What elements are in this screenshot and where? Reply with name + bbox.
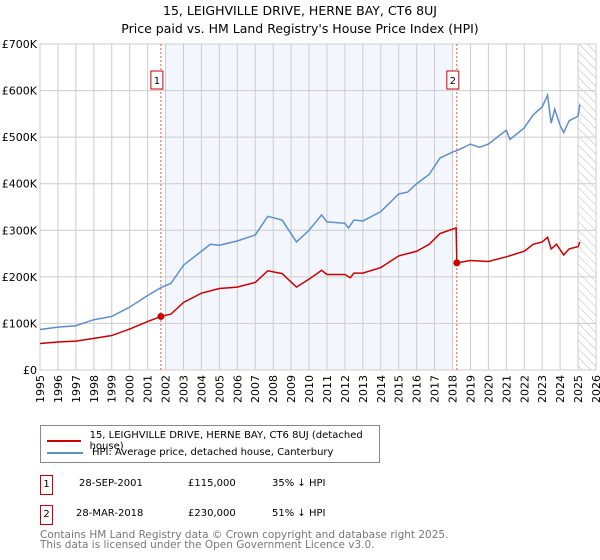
plot-frame [39, 43, 597, 371]
y-tick-label: £200K [2, 271, 38, 284]
legend-hpi-label: HPI: Average price, detached house, Cant… [92, 447, 334, 458]
y-tick-label: £700K [2, 38, 38, 51]
sale-label-box [446, 70, 460, 90]
x-tick-label: 2026 [590, 375, 600, 403]
x-tick-label: 2022 [518, 375, 531, 403]
forecast-hatch [578, 44, 596, 370]
sale-badge: 1 [40, 475, 53, 495]
x-tick-label: 2024 [554, 375, 567, 403]
chart-title: 15, LEIGHVILLE DRIVE, HERNE BAY, CT6 8UJ [163, 3, 437, 18]
x-tick-label: 2009 [285, 375, 298, 403]
x-tick-label: 2017 [429, 375, 442, 403]
sale-label-box [150, 70, 164, 90]
x-tick-label: 1995 [34, 375, 47, 403]
legend-blue-line [47, 451, 83, 454]
sale-price: £115,000 [188, 478, 236, 489]
x-tick-label: 2025 [572, 375, 585, 403]
x-tick-label: 2013 [357, 375, 370, 403]
x-tick-label: 2016 [411, 375, 424, 403]
x-tick-label: 2004 [195, 375, 208, 403]
legend: 15, LEIGHVILLE DRIVE, HERNE BAY, CT6 8UJ… [40, 425, 380, 463]
x-tick-label: 2014 [375, 375, 388, 403]
y-tick-label: £400K [2, 178, 38, 191]
x-tick-label: 2021 [500, 375, 513, 403]
x-tick-label: 2018 [447, 375, 460, 403]
x-tick-label: 2007 [249, 375, 262, 403]
x-tick-label: 2005 [213, 375, 226, 403]
sale-point [453, 259, 461, 267]
chart-subtitle: Price paid vs. HM Land Registry's House … [121, 21, 479, 36]
legend-property-label: 15, LEIGHVILLE DRIVE, HERNE BAY, CT6 8UJ… [89, 430, 363, 452]
footer-line-1: Contains HM Land Registry data © Crown c… [40, 529, 449, 541]
sale-delta: 51% ↓ HPI [272, 508, 326, 519]
x-tick-label: 2015 [393, 375, 406, 403]
y-tick-label: £0 [23, 364, 37, 377]
sale-label: 2 [450, 76, 456, 87]
sale-point [157, 312, 165, 320]
x-tick-label: 2000 [124, 375, 137, 403]
x-tick-label: 1997 [70, 375, 83, 403]
x-tick-label: 2006 [231, 375, 244, 403]
x-tick-label: 2020 [482, 375, 495, 403]
y-tick-label: £100K [2, 317, 38, 330]
x-tick-label: 1996 [52, 375, 65, 403]
sale-badge: 2 [40, 505, 53, 525]
x-tick-label: 1999 [106, 375, 119, 403]
x-tick-label: 2012 [339, 375, 352, 403]
footer-line-2: This data is licensed under the Open Gov… [40, 539, 375, 551]
sale-label: 1 [154, 76, 160, 87]
x-tick-label: 2008 [267, 375, 280, 403]
y-tick-label: £300K [2, 224, 38, 237]
y-tick-label: £600K [2, 85, 38, 98]
x-tick-label: 2011 [321, 375, 334, 403]
sale-delta: 35% ↓ HPI [272, 478, 326, 489]
footer: Contains HM Land Registry data © Crown c… [40, 529, 449, 551]
x-tick-label: 2001 [142, 375, 155, 403]
chart-svg: 1995 1996 1997 1998 1999 2000 2001 2002 2003 2004… [2, 38, 600, 403]
x-tick-label: 2019 [464, 375, 477, 403]
x-tick-label: 1998 [88, 375, 101, 403]
x-tick-label: 2023 [536, 375, 549, 403]
sale-date: 28-SEP-2001 [79, 478, 143, 489]
sale-date: 28-MAR-2018 [76, 508, 144, 519]
sale-price: £230,000 [188, 508, 236, 519]
x-tick-label: 2002 [160, 375, 173, 403]
y-tick-label: £500K [2, 131, 38, 144]
legend-red-line [47, 440, 81, 442]
x-tick-label: 2003 [177, 375, 190, 403]
x-tick-label: 2010 [303, 375, 316, 403]
hpi-line [39, 92, 581, 331]
